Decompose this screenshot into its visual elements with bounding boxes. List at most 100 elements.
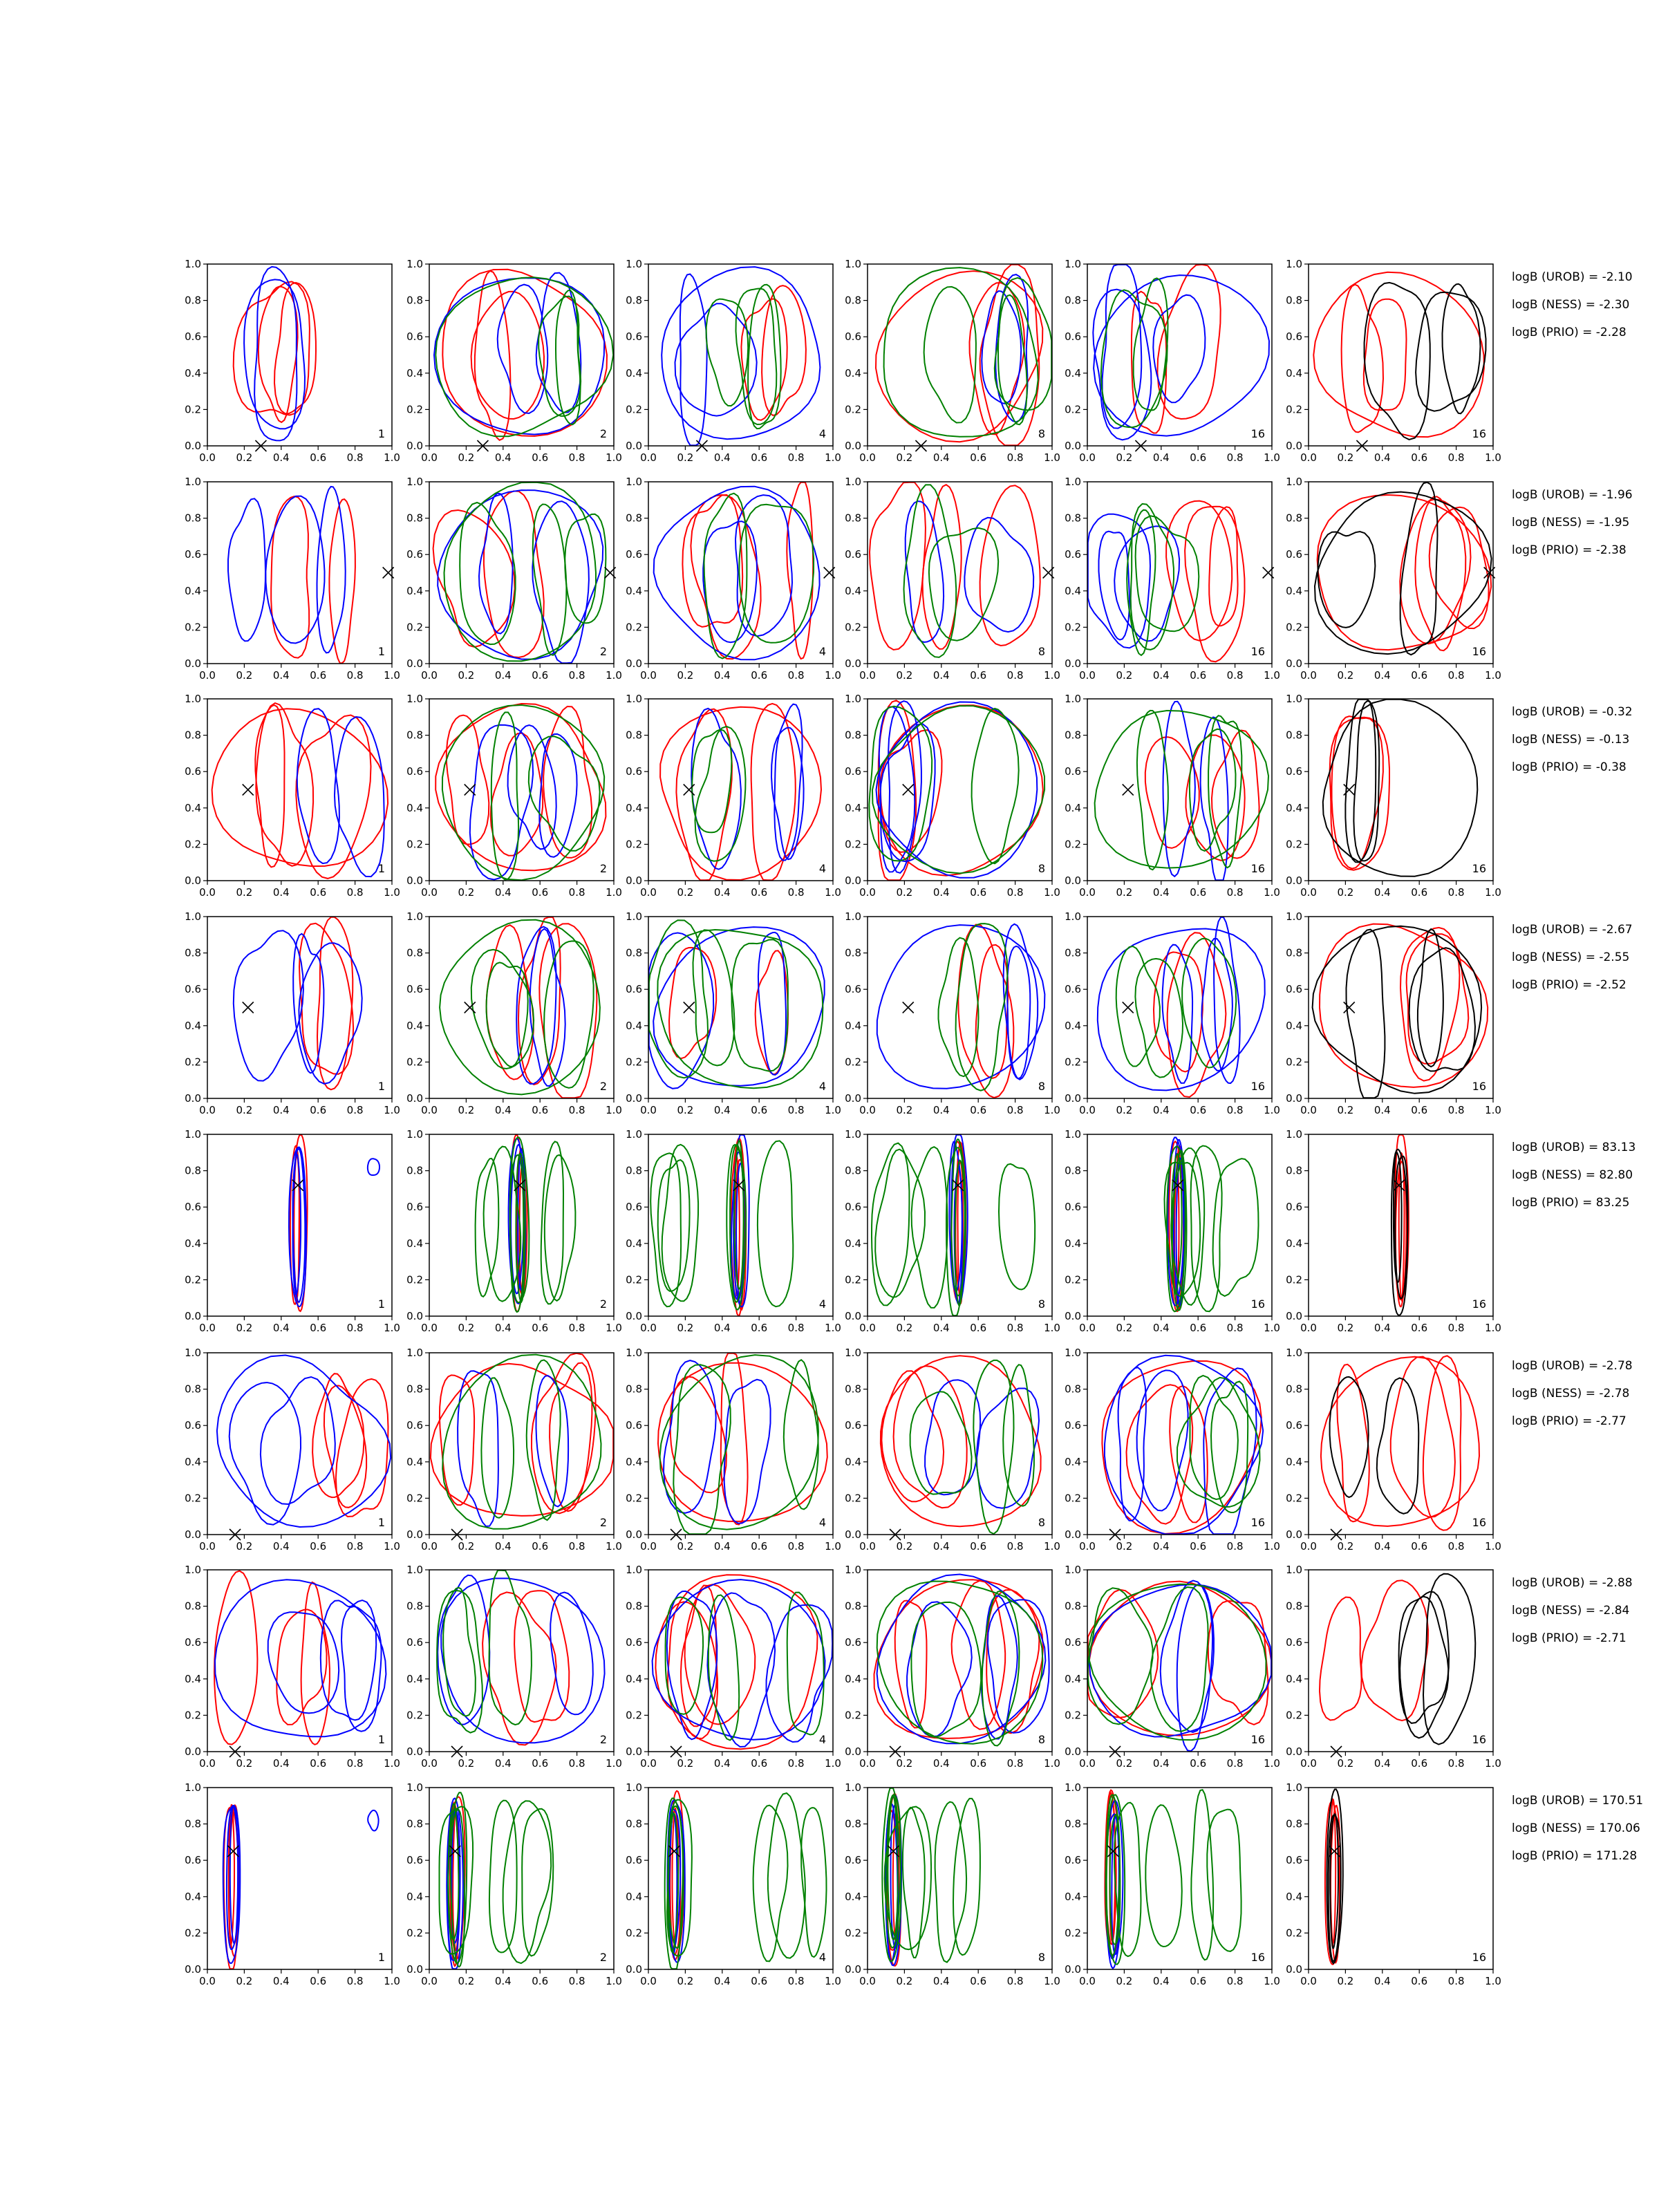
x-tick-label: 0.8 — [1227, 886, 1244, 899]
y-tick-label: 0.4 — [1286, 1456, 1302, 1468]
x-tick-label: 1.0 — [1044, 1757, 1060, 1770]
contour-set — [1311, 923, 1489, 1098]
y-tick-label: 1.0 — [1286, 1128, 1302, 1141]
x-tick-label: 0.2 — [896, 1975, 912, 1987]
contour-set — [211, 702, 389, 879]
contour-line — [1428, 506, 1490, 630]
y-tick-label: 0.6 — [1286, 1201, 1302, 1213]
contour-line — [323, 1385, 368, 1508]
contour-line — [1098, 530, 1130, 641]
contour-line — [1117, 1367, 1147, 1522]
contour-set — [870, 1134, 1036, 1316]
axes-frame — [648, 1569, 834, 1752]
contour-set — [432, 482, 607, 664]
contour-line — [757, 931, 787, 1076]
x-tick-label: 0.2 — [896, 1322, 912, 1334]
contour-line — [878, 706, 916, 873]
x-tick-label: 0.6 — [310, 451, 326, 464]
panel-r2-c3: 0.0 0.2 0.4 0.6 0.8 1.0 0.0 0.2 0.4 0.6 0.8 1.0 4 — [626, 476, 841, 682]
y-tick-label: 1.0 — [1065, 1781, 1081, 1794]
x-tick-label: 0.6 — [751, 1540, 767, 1553]
y-tick-label: 1.0 — [185, 1781, 201, 1794]
y-tick-label: 0.8 — [406, 1383, 423, 1396]
contour-set — [879, 1355, 1042, 1535]
panel-label: 16 — [1472, 1733, 1486, 1746]
x-tick-label: 0.6 — [1190, 1322, 1206, 1334]
x-tick-label: 0.6 — [970, 1757, 986, 1770]
y-tick-label: 0.6 — [1286, 330, 1302, 343]
y-tick-label: 0.4 — [626, 1237, 642, 1250]
contour-line — [485, 962, 529, 1067]
contour-set — [474, 1134, 577, 1313]
y-tick-label: 1.0 — [626, 1347, 642, 1359]
panel-label: 4 — [819, 1080, 826, 1093]
contour-line — [312, 1373, 365, 1499]
y-tick-label: 0.0 — [1065, 1092, 1081, 1105]
y-tick-label: 1.0 — [406, 1347, 423, 1359]
x-tick-label: 0.0 — [199, 669, 216, 682]
panel-label: 4 — [819, 1951, 826, 1964]
x-tick-label: 0.0 — [640, 1540, 657, 1553]
y-tick-label: 0.4 — [1065, 1237, 1081, 1250]
true-parameter-marker — [670, 1528, 682, 1541]
x-tick-label: 0.2 — [1337, 669, 1353, 682]
y-tick-label: 1.0 — [406, 693, 423, 705]
x-tick-label: 0.6 — [532, 1540, 548, 1553]
contour-line — [525, 1359, 561, 1521]
y-tick-label: 0.6 — [1065, 1201, 1081, 1213]
y-tick-label: 0.0 — [406, 874, 423, 887]
contour-line — [870, 1142, 910, 1306]
x-tick-label: 0.2 — [236, 1540, 252, 1553]
y-tick-label: 0.2 — [626, 621, 642, 633]
y-tick-label: 1.0 — [626, 910, 642, 923]
y-tick-label: 0.4 — [626, 1020, 642, 1032]
x-tick-label: 1.0 — [606, 1322, 622, 1334]
panel-label: 4 — [819, 1297, 826, 1311]
y-tick-label: 0.6 — [845, 1419, 861, 1432]
y-tick-label: 1.0 — [406, 1781, 423, 1794]
y-tick-label: 0.4 — [406, 1673, 423, 1685]
axes-frame — [1087, 1134, 1273, 1317]
x-tick-label: 0.0 — [199, 1540, 216, 1553]
x-tick-label: 0.8 — [1007, 1322, 1024, 1334]
axes-frame — [1087, 481, 1273, 664]
contour-line — [1165, 500, 1233, 641]
x-tick-label: 0.6 — [751, 1757, 767, 1770]
contour-line — [216, 1354, 392, 1528]
contour-line — [883, 267, 1039, 438]
true-parameter-marker — [229, 1745, 241, 1758]
contour-line — [1389, 1356, 1456, 1518]
y-tick-label: 0.6 — [845, 1201, 861, 1213]
contour-set — [216, 1354, 392, 1528]
true-parameter-marker — [902, 1001, 915, 1014]
contour-line — [470, 290, 545, 420]
contour-line — [720, 1353, 749, 1526]
y-tick-label: 1.0 — [185, 258, 201, 270]
contour-line — [1360, 1580, 1430, 1722]
contour-line — [1203, 1367, 1257, 1535]
panel-label: 16 — [1251, 1080, 1265, 1093]
x-tick-label: 0.8 — [347, 1757, 364, 1770]
x-tick-label: 0.6 — [970, 886, 986, 899]
contour-line — [1422, 1355, 1462, 1531]
panel-r2-c5: 0.0 0.2 0.4 0.6 0.8 1.0 0.0 0.2 0.4 0.6 0.8 1.0 16 — [1065, 476, 1280, 682]
y-tick-label: 0.8 — [185, 512, 201, 525]
x-tick-label: 0.6 — [1411, 1540, 1427, 1553]
y-tick-label: 0.8 — [1065, 729, 1081, 742]
panel-label: 4 — [819, 427, 826, 440]
true-parameter-marker — [1109, 1745, 1121, 1758]
contour-line — [1326, 1788, 1344, 1965]
contour-line — [948, 1141, 963, 1293]
axes-frame — [1308, 1352, 1494, 1535]
y-tick-label: 0.8 — [626, 512, 642, 525]
y-tick-label: 0.6 — [626, 1854, 642, 1866]
contour-line — [1188, 728, 1237, 852]
contour-line — [874, 1148, 926, 1298]
contour-line — [702, 521, 758, 644]
true-parameter-marker — [1393, 1179, 1405, 1192]
contour-line — [243, 279, 306, 430]
x-tick-label: 0.6 — [1190, 669, 1206, 682]
y-tick-label: 0.8 — [845, 294, 861, 307]
x-tick-label: 0.6 — [532, 1757, 548, 1770]
panel-r5-c6: 0.0 0.2 0.4 0.6 0.8 1.0 0.0 0.2 0.4 0.6 0.8 1.0 16 — [1286, 1128, 1501, 1334]
